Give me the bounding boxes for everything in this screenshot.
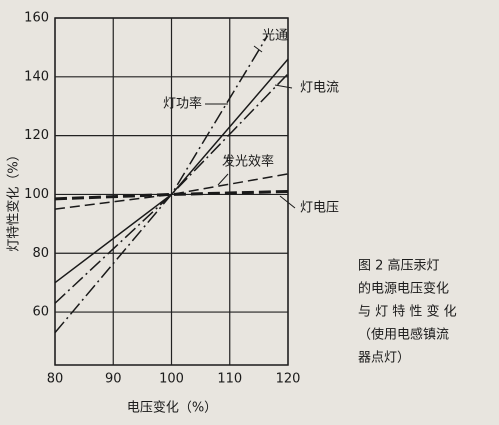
y-tick-label: 100 [24, 187, 49, 202]
x-tick-label: 100 [159, 372, 184, 387]
y-tick-label: 160 [24, 11, 49, 26]
y-tick-label: 80 [32, 246, 49, 261]
leader [253, 45, 263, 53]
y-axis-label: 灯特性变化（%） [6, 148, 22, 251]
leader [274, 84, 293, 89]
series-label: 发光效率 [222, 154, 274, 170]
x-tick-label: 110 [217, 372, 242, 387]
series-label: 灯电压 [300, 201, 339, 216]
series-line [54, 173, 289, 210]
series-label: 光通 [262, 29, 288, 44]
y-tick-label: 120 [24, 128, 49, 143]
caption-line: （使用电感镇流 [358, 327, 449, 343]
leader [217, 173, 229, 186]
caption-line: 图 2 高压汞灯 [358, 258, 440, 274]
series-label: 灯功率 [163, 96, 202, 112]
leaders [205, 45, 296, 209]
x-tick-label: 90 [105, 372, 122, 387]
caption-line: 器点灯） [358, 351, 410, 366]
series-line [54, 58, 289, 284]
caption-line: 的电源电压变化 [358, 281, 449, 297]
series-line [54, 190, 289, 201]
series-line [54, 35, 269, 334]
y-tick-label: 140 [24, 69, 49, 84]
series-label: 灯电流 [300, 81, 339, 96]
x-tick-label: 80 [47, 372, 64, 387]
x-tick-label: 120 [276, 372, 301, 387]
caption-line: 与 灯 特 性 变 化 [358, 304, 457, 320]
x-axis-label: 电压变化（%） [127, 400, 217, 416]
y-tick-label: 60 [32, 305, 49, 320]
series-line [54, 73, 289, 304]
